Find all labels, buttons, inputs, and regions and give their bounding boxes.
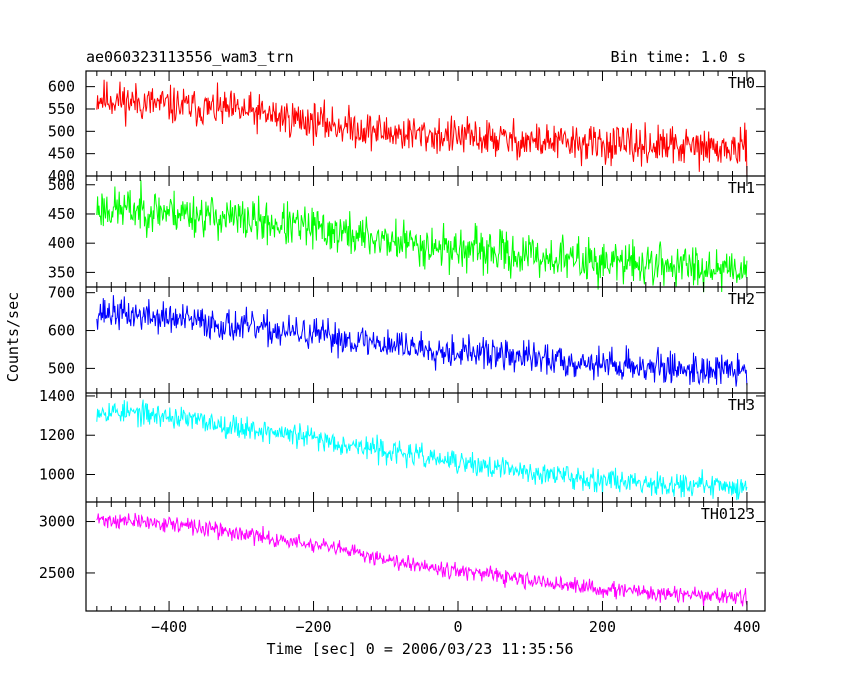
series-th3 [96,399,748,501]
ytick-label-th3-1000: 1000 [39,466,75,484]
plot-frame [85,70,766,612]
series-th2 [96,295,748,387]
xtick-label-0: 0 [453,618,462,636]
panel-label-th3: TH3 [728,396,755,414]
ytick-label-th3-1200: 1200 [39,426,75,444]
series-th1 [96,180,748,293]
panel-label-th1: TH1 [728,179,755,197]
ytick-label-th2-600: 600 [48,322,75,340]
ytick-label-th0-550: 550 [48,100,75,118]
xtick-label-200: 200 [589,618,616,636]
xtick-label--200: −200 [295,618,331,636]
panel-label-th2: TH2 [728,290,755,308]
ytick-label-th0123-2500: 2500 [39,564,75,582]
ytick-label-th3-1400: 1400 [39,387,75,405]
ytick-label-th2-700: 700 [48,284,75,302]
series-th0 [96,79,748,176]
ytick-label-th0-400: 400 [48,167,75,185]
ytick-label-th1-500: 500 [48,176,75,194]
bin-time-label: Bin time: 1.0 s [611,48,746,66]
ytick-label-th0-500: 500 [48,122,75,140]
ytick-label-th1-400: 400 [48,234,75,252]
y-axis-label: Counts/sec [4,292,22,382]
series-th0123 [96,512,748,607]
ytick-label-th0-450: 450 [48,145,75,163]
ytick-label-th1-450: 450 [48,205,75,223]
chart-title: ae060323113556_wam3_trn [86,48,294,66]
panel-label-th0123: TH0123 [701,505,755,523]
panel-label-th0: TH0 [728,74,755,92]
ytick-label-th0-600: 600 [48,78,75,96]
ytick-label-th0123-3000: 3000 [39,513,75,531]
x-axis-label: Time [sec] 0 = 2006/03/23 11:35:56 [266,640,573,658]
ytick-label-th2-500: 500 [48,359,75,377]
panels-group: 400 450 500 550 600 TH0 350 400 450 500 TH1 500 600 7… [39,70,766,636]
ytick-label-th1-350: 350 [48,263,75,281]
xtick-label-400: 400 [733,618,760,636]
xtick-label--400: −400 [151,618,187,636]
